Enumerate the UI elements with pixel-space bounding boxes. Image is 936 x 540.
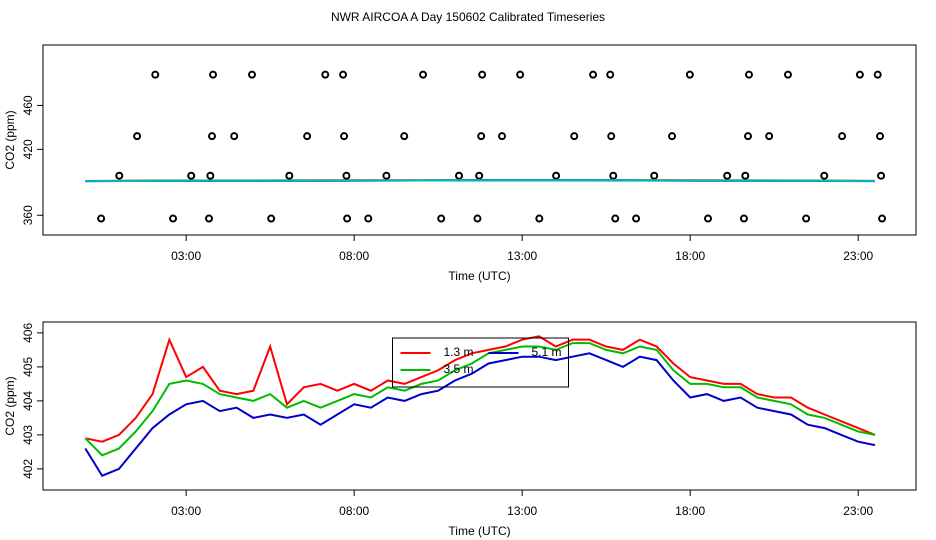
data-point bbox=[115, 171, 124, 180]
x-tick-label: 08:00 bbox=[339, 504, 369, 518]
data-point bbox=[151, 70, 160, 79]
data-point bbox=[873, 70, 882, 79]
y-axis-label: CO2 (ppm) bbox=[3, 376, 17, 435]
data-point bbox=[230, 132, 239, 141]
data-point bbox=[364, 214, 373, 223]
data-point bbox=[478, 70, 487, 79]
x-tick-label: 13:00 bbox=[507, 504, 537, 518]
data-point bbox=[342, 171, 351, 180]
data-point bbox=[473, 214, 482, 223]
series-line bbox=[84, 342, 876, 457]
y-tick-label: 360 bbox=[21, 205, 35, 225]
data-point bbox=[838, 132, 847, 141]
data-point bbox=[632, 214, 641, 223]
data-point bbox=[876, 132, 885, 141]
y-tick-label: 460 bbox=[21, 95, 35, 115]
data-point bbox=[419, 70, 428, 79]
data-point bbox=[339, 70, 348, 79]
data-point bbox=[285, 171, 294, 180]
data-point bbox=[475, 171, 484, 180]
legend-box bbox=[392, 337, 569, 388]
data-point bbox=[169, 214, 178, 223]
data-point bbox=[552, 171, 561, 180]
y-tick-label: 405 bbox=[21, 357, 35, 377]
y-tick-label: 402 bbox=[21, 459, 35, 479]
y-tick-label: 404 bbox=[21, 391, 35, 411]
series-line bbox=[84, 352, 876, 477]
data-point bbox=[303, 132, 312, 141]
data-point bbox=[703, 214, 712, 223]
plot-frame bbox=[42, 44, 917, 236]
data-point bbox=[248, 70, 257, 79]
data-point bbox=[498, 132, 507, 141]
data-point bbox=[209, 70, 218, 79]
data-point bbox=[685, 70, 694, 79]
y-tick-label: 403 bbox=[21, 425, 35, 445]
y-tick-label: 406 bbox=[21, 323, 35, 343]
data-point bbox=[97, 214, 106, 223]
plot-frame bbox=[42, 321, 917, 491]
data-point bbox=[535, 214, 544, 223]
data-point bbox=[343, 214, 352, 223]
x-tick-label: 03:00 bbox=[171, 504, 201, 518]
x-tick-label: 18:00 bbox=[675, 249, 705, 263]
data-point bbox=[855, 70, 864, 79]
legend-label: 1.3 m bbox=[444, 345, 474, 359]
data-point bbox=[340, 132, 349, 141]
data-point bbox=[739, 214, 748, 223]
data-point bbox=[133, 132, 142, 141]
data-point bbox=[321, 70, 330, 79]
legend-label: 5.1 m bbox=[532, 345, 562, 359]
data-point bbox=[877, 171, 886, 180]
data-point bbox=[650, 171, 659, 180]
data-point bbox=[611, 214, 620, 223]
data-point bbox=[606, 70, 615, 79]
x-tick-label: 23:00 bbox=[843, 504, 873, 518]
data-point bbox=[455, 171, 464, 180]
series-line bbox=[85, 179, 876, 183]
x-tick-label: 23:00 bbox=[843, 249, 873, 263]
data-point bbox=[570, 132, 579, 141]
data-point bbox=[765, 132, 774, 141]
data-point bbox=[187, 171, 196, 180]
data-point bbox=[744, 70, 753, 79]
data-point bbox=[802, 214, 811, 223]
data-point bbox=[820, 171, 829, 180]
data-point bbox=[878, 214, 887, 223]
data-point bbox=[741, 171, 750, 180]
data-point bbox=[743, 132, 752, 141]
series-line bbox=[85, 335, 876, 443]
data-point bbox=[589, 70, 598, 79]
data-point bbox=[477, 132, 486, 141]
data-point bbox=[208, 132, 217, 141]
x-axis-label: Time (UTC) bbox=[448, 524, 510, 538]
data-point bbox=[382, 171, 391, 180]
data-point bbox=[783, 70, 792, 79]
x-tick-label: 13:00 bbox=[507, 249, 537, 263]
chart-title: NWR AIRCOA A Day 150602 Calibrated Times… bbox=[331, 10, 605, 24]
data-point bbox=[400, 132, 409, 141]
data-point bbox=[668, 132, 677, 141]
x-axis-label: Time (UTC) bbox=[448, 269, 510, 283]
data-point bbox=[609, 171, 618, 180]
x-tick-label: 18:00 bbox=[675, 504, 705, 518]
y-tick-label: 420 bbox=[21, 139, 35, 159]
data-point bbox=[267, 214, 276, 223]
x-tick-label: 03:00 bbox=[171, 249, 201, 263]
data-point bbox=[204, 214, 213, 223]
data-point bbox=[516, 70, 525, 79]
y-axis-label: CO2 (ppm) bbox=[3, 110, 17, 169]
data-point bbox=[723, 171, 732, 180]
data-point bbox=[437, 214, 446, 223]
legend-label: 3.5 m bbox=[444, 362, 474, 376]
data-point bbox=[607, 132, 616, 141]
x-tick-label: 08:00 bbox=[339, 249, 369, 263]
data-point bbox=[206, 171, 215, 180]
